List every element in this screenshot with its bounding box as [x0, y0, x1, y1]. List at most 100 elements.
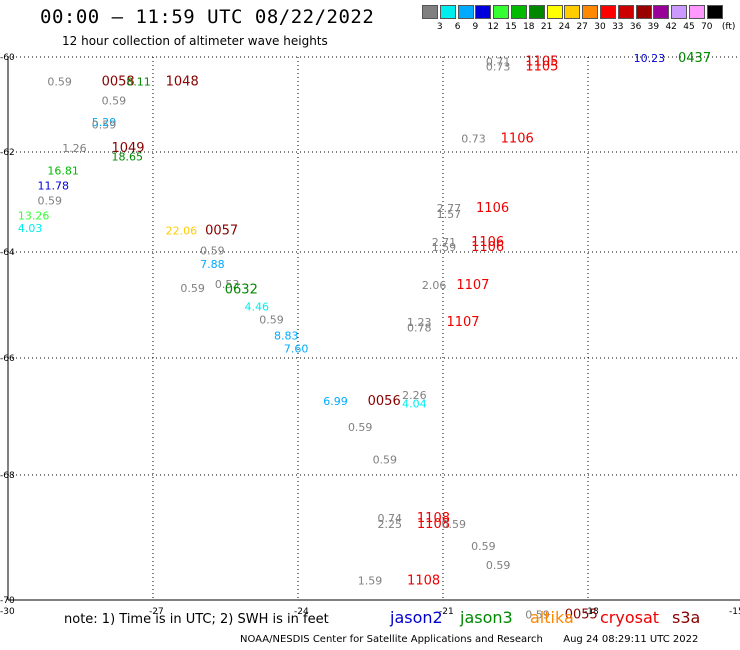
legend-tick: 9 — [472, 22, 479, 32]
legend-tick: 15 — [505, 22, 517, 32]
wave-height-label: 0.71 — [486, 56, 511, 69]
map-title: 00:00 — 11:59 UTC 08/22/2022 — [40, 6, 375, 28]
legend-swatch — [617, 5, 634, 19]
wave-height-label: 1.59 — [432, 241, 457, 254]
wave-height-label: 1.26 — [62, 142, 86, 155]
satellite-s3a: s3a — [672, 608, 701, 627]
lon-tick-label: -24 — [294, 607, 309, 617]
legend-swatch — [671, 5, 688, 19]
legend-swatch — [493, 5, 510, 19]
satellite-altika: altika — [530, 608, 574, 627]
legend-tick: 12 — [487, 22, 499, 32]
wave-height-label: 0.78 — [407, 322, 432, 335]
wave-height-label: 1106 — [471, 240, 504, 255]
wave-height-label: 0.59 — [486, 559, 511, 572]
wave-height-label: 0057 — [205, 224, 238, 239]
wave-height-label: 0.59 — [471, 540, 496, 553]
wave-height-label: 1105 — [525, 55, 558, 70]
wave-height-label: 0.59 — [348, 421, 373, 434]
wave-height-label: 7.60 — [284, 343, 309, 356]
wave-height-label: 7.88 — [200, 258, 225, 271]
legend-swatch — [439, 5, 456, 19]
wave-height-label: 4.46 — [244, 300, 268, 313]
wave-height-label: 22.06 — [166, 225, 198, 238]
wave-height-label: 0056 — [368, 394, 401, 409]
legend-tick: (ft) — [721, 22, 736, 32]
wave-height-label: 13.26 — [18, 210, 50, 223]
wave-height-label: 1048 — [166, 75, 199, 90]
legend-tick: 3 — [436, 22, 443, 32]
wave-height-label: 6.99 — [323, 395, 348, 408]
wave-height-label: 0.59 — [200, 245, 225, 258]
wave-height-label: 0.59 — [442, 518, 467, 531]
satellite-jason2: jason2 — [390, 608, 443, 627]
lon-tick-label: -27 — [149, 607, 164, 617]
wave-height-label: 0.59 — [525, 609, 550, 622]
lon-tick-label: -18 — [584, 607, 599, 617]
legend-tick: 27 — [576, 22, 588, 32]
wave-height-label: 1108 — [417, 517, 450, 532]
credit-timestamp: Aug 24 08:29:11 UTC 2022 — [563, 634, 699, 645]
wave-height-label: 0437 — [678, 51, 711, 66]
wave-height-label: 2.77 — [437, 202, 462, 215]
wave-height-label: 4.03 — [18, 222, 43, 235]
legend-tick: 6 — [454, 22, 461, 32]
wave-height-label: 1049 — [111, 141, 144, 156]
lon-tick-label: -21 — [439, 607, 454, 617]
wave-height-label: 1105 — [525, 59, 558, 74]
wave-height-label: 0632 — [225, 282, 258, 297]
satellite-jason3: jason3 — [460, 608, 513, 627]
legend-tick: 36 — [629, 22, 642, 32]
wave-height-label: 2.26 — [402, 389, 427, 402]
legend-swatch — [582, 5, 599, 19]
wave-height-label: 1.57 — [437, 208, 462, 221]
map-subtitle: 12 hour collection of altimeter wave hei… — [62, 34, 328, 48]
legend-tick: 21 — [540, 22, 553, 32]
legend-tick: 33 — [612, 22, 624, 32]
legend-tick: 18 — [523, 22, 535, 32]
credit-text: NOAA/NESDIS Center for Satellite Applica… — [240, 634, 543, 645]
wave-height-label: 8.83 — [274, 329, 299, 342]
wave-height-label: 2.06 — [422, 279, 447, 292]
wave-height-label: 0.59 — [92, 118, 117, 131]
wave-height-label: 0.59 — [47, 76, 71, 89]
wave-height-label: 0.59 — [102, 95, 127, 108]
wave-height-label: 1107 — [456, 278, 489, 293]
wave-height-label: 8.11 — [126, 76, 150, 89]
wave-height-label: 2.25 — [378, 518, 403, 531]
legend-tick: 39 — [647, 22, 660, 32]
legend-swatch — [706, 5, 723, 19]
legend-swatch — [635, 5, 652, 19]
wave-height-label: 2.71 — [432, 236, 457, 249]
lat-tick-label: -66 — [0, 354, 15, 364]
legend-swatch — [422, 5, 438, 19]
wave-height-label: 11.78 — [38, 180, 69, 193]
lat-tick-label: -70 — [0, 596, 15, 606]
wave-height-label: 1108 — [407, 573, 440, 588]
satellite-cryosat: cryosat — [600, 608, 660, 627]
footer-credit: NOAA/NESDIS Center for Satellite Applica… — [240, 634, 698, 645]
lat-tick-label: -64 — [0, 248, 15, 258]
legend-tick: 42 — [665, 22, 677, 32]
wave-height-label: 1107 — [446, 315, 479, 330]
legend-swatch — [600, 5, 616, 19]
legend-swatch — [528, 5, 545, 19]
wave-height-label: 5.29 — [92, 116, 117, 129]
wave-height-label: 0055 — [565, 608, 598, 623]
wave-height-label: 0058 — [102, 75, 135, 90]
wave-height-label: 0.53 — [215, 278, 240, 291]
legend-tick: 30 — [594, 22, 606, 32]
footer-note: note: 1) Time is in UTC; 2) SWH is in fe… — [64, 612, 329, 627]
wave-height-label: 0.74 — [378, 512, 403, 525]
wave-height-label: 1108 — [417, 511, 450, 526]
lat-tick-label: -68 — [0, 471, 15, 481]
wave-height-label: 1106 — [476, 201, 509, 216]
legend-swatch — [511, 5, 527, 19]
lat-tick-label: -62 — [0, 148, 15, 158]
wave-height-label: 0.59 — [180, 282, 205, 295]
legend-swatch — [564, 5, 581, 19]
wave-height-label: 1.59 — [358, 574, 383, 587]
lon-tick-label: -30 — [0, 607, 15, 617]
wave-height-label: 0.59 — [38, 195, 63, 208]
